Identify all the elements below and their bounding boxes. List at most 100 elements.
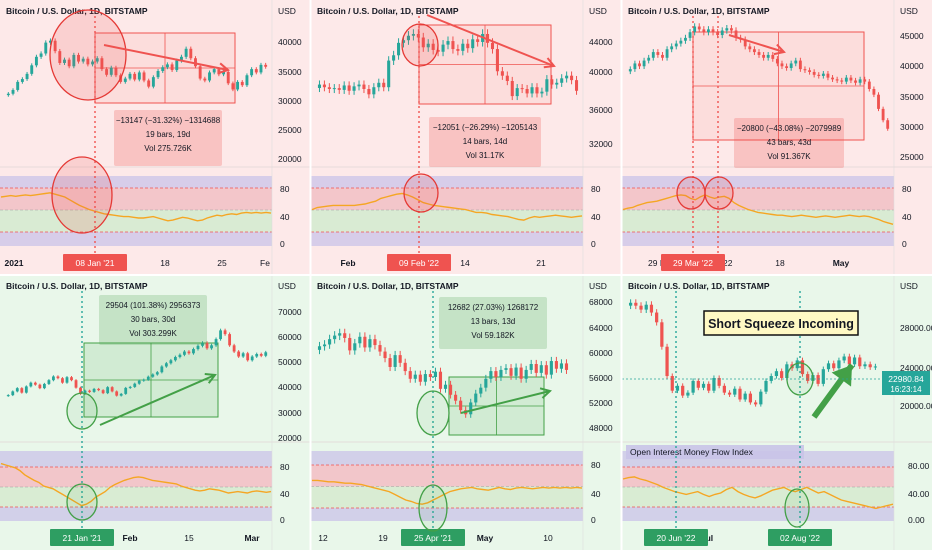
candle-body: [670, 46, 674, 50]
candle-body: [461, 43, 465, 51]
candle: [539, 361, 543, 377]
measure-info-text: Vol 91.367K: [767, 152, 811, 161]
candle: [33, 381, 37, 386]
candle-body: [327, 87, 331, 89]
candle: [378, 340, 382, 356]
candle: [228, 332, 232, 347]
candle-body: [212, 69, 216, 73]
callout-text: Short Squeeze Incoming: [708, 317, 854, 331]
chart-title: Bitcoin / U.S. Dollar, 1D, BITSTAMP: [628, 6, 770, 16]
candle: [205, 341, 209, 350]
candle-body: [716, 32, 720, 36]
candle: [362, 80, 366, 94]
candle: [499, 365, 503, 381]
candle-body: [25, 73, 29, 80]
candle-body: [499, 369, 503, 378]
candle: [160, 365, 164, 374]
candle: [133, 71, 137, 82]
candle: [454, 391, 458, 405]
candle-body: [317, 84, 322, 88]
candle-body: [342, 85, 346, 90]
price-tick-label: 30000: [900, 122, 924, 132]
price-tick-label: 40000: [278, 37, 302, 47]
highlight-circle: [418, 484, 448, 532]
candle: [194, 56, 197, 69]
candle: [367, 84, 371, 99]
candle-body: [697, 26, 701, 30]
price-tick-label: 36000: [589, 105, 613, 115]
highlight-circle: [704, 176, 734, 210]
price-tick-label: 20000: [278, 154, 302, 164]
candle: [443, 380, 448, 393]
candle-body: [201, 342, 204, 346]
trend-arrow-shaft: [728, 34, 785, 53]
candle-body: [727, 392, 732, 395]
candle-body: [114, 67, 118, 76]
candle: [100, 56, 104, 72]
candle-body: [241, 353, 245, 357]
candle: [766, 52, 770, 61]
candle: [124, 386, 128, 395]
candle-body: [29, 382, 33, 387]
candle-body: [665, 49, 669, 58]
candle-body: [101, 390, 105, 394]
candle-body: [867, 81, 871, 89]
candle: [423, 370, 427, 386]
candle: [560, 74, 564, 87]
candle-body: [368, 339, 372, 348]
candle: [72, 52, 76, 69]
measure-info-text: −13147 (−31.32%) −1314688: [116, 116, 221, 125]
indicator-tick-label: 80: [591, 460, 601, 470]
candle-body: [378, 345, 382, 352]
candle: [387, 56, 391, 92]
candle: [656, 49, 660, 58]
candle: [816, 372, 820, 387]
candle-body: [137, 72, 141, 80]
candle-body: [451, 41, 455, 50]
candle-body: [466, 43, 470, 49]
candle-body: [155, 372, 159, 375]
indicator-tick-label: 80: [280, 184, 290, 194]
candle: [688, 29, 692, 41]
candle-body: [142, 72, 146, 81]
candle-body: [456, 49, 460, 51]
candle-body: [77, 54, 80, 62]
candle: [651, 49, 655, 61]
candle: [661, 52, 664, 61]
countdown-text: 16:23:14: [890, 385, 922, 394]
candle: [373, 334, 377, 350]
candle-body: [353, 343, 357, 351]
candle: [670, 373, 674, 394]
candle: [469, 398, 473, 418]
candle: [863, 361, 867, 369]
candle-body: [418, 374, 422, 382]
chart-title: Bitcoin / U.S. Dollar, 1D, BITSTAMP: [628, 281, 770, 291]
candle: [707, 381, 711, 394]
trend-arrow-shaft: [99, 374, 216, 426]
candle-body: [428, 374, 432, 378]
candle-body: [711, 29, 715, 33]
candle-body: [831, 77, 834, 80]
candle-body: [173, 357, 177, 361]
candle-body: [712, 377, 716, 391]
indicator-tick-label: 80.00: [908, 461, 930, 471]
candle: [504, 364, 508, 374]
candle-body: [232, 345, 236, 352]
candle: [147, 78, 151, 89]
candle-body: [655, 312, 659, 323]
candle: [655, 309, 659, 326]
candle-body: [789, 63, 793, 68]
candle-body: [226, 71, 230, 84]
measure-info-text: 19 bars, 19d: [146, 130, 190, 139]
candle-body: [844, 77, 848, 82]
time-tick-label: Feb: [340, 258, 355, 268]
candle-body: [105, 69, 109, 75]
candle-body: [738, 388, 742, 400]
candle: [343, 328, 347, 343]
candle-body: [441, 44, 445, 52]
candle: [6, 92, 10, 97]
chart-panel-2: Bitcoin / U.S. Dollar, 1D, BITSTAMP USD 44…: [311, 0, 621, 275]
candle-body: [151, 77, 155, 87]
candle-body: [348, 337, 352, 351]
candle: [109, 65, 113, 77]
